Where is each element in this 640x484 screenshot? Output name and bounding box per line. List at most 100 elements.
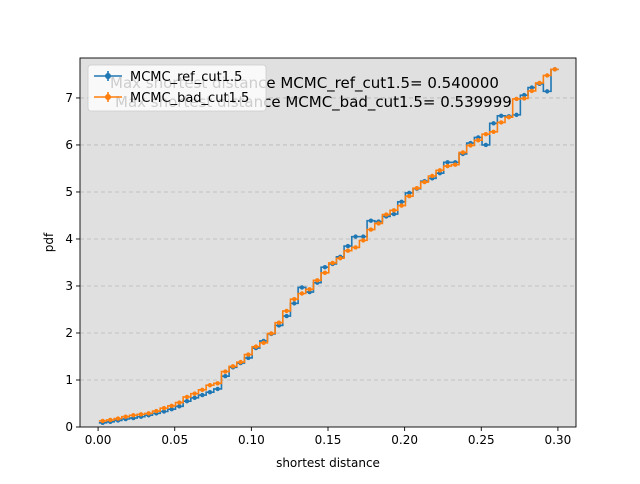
data-point-1-15 [215, 381, 220, 386]
data-point-0-45 [445, 160, 450, 165]
data-point-0-16 [223, 374, 228, 379]
y-tick-label: 7 [65, 91, 73, 105]
data-point-1-22 [269, 331, 274, 336]
plot-area [80, 58, 576, 427]
data-point-1-39 [399, 203, 404, 208]
y-axis-label: pdf [42, 232, 56, 252]
x-tick-label: 0.15 [315, 433, 342, 447]
x-tick-label: 0.30 [545, 433, 572, 447]
axes-layer: 0.00 0.05 0.10 0.15 0.20 0.25 0.30 0 1 2 3 4 5 6 7 shor… [42, 57, 577, 470]
x-tick-label: 0.05 [161, 433, 188, 447]
data-point-0-38 [391, 211, 397, 217]
legend-marker-0 [105, 73, 111, 79]
data-point-1-18 [238, 359, 243, 365]
y-tick-label: 2 [65, 326, 73, 340]
data-point-1-37 [384, 212, 389, 217]
data-point-1-46 [453, 162, 458, 167]
data-point-1-12 [192, 391, 197, 396]
data-point-1-7 [154, 408, 159, 414]
legend-marker-1 [105, 94, 111, 100]
data-point-0-56 [529, 85, 535, 90]
data-point-0-34 [361, 234, 366, 239]
data-point-1-49 [476, 138, 481, 143]
data-point-0-13 [200, 392, 205, 398]
y-tick-label: 0 [65, 420, 73, 434]
data-point-1-34 [361, 238, 366, 243]
data-point-0-51 [491, 121, 496, 126]
data-point-0-39 [399, 199, 404, 205]
y-tick-label: 4 [65, 232, 73, 246]
data-point-1-50 [483, 131, 489, 137]
data-point-0-12 [192, 395, 197, 401]
data-point-1-5 [138, 412, 144, 417]
data-point-1-0 [100, 418, 105, 424]
data-point-1-11 [184, 394, 190, 400]
grid-layer [80, 97, 576, 381]
data-point-0-54 [514, 112, 519, 118]
data-point-1-29 [322, 270, 328, 276]
data-point-1-3 [123, 414, 128, 419]
y-tick-label: 3 [65, 279, 73, 293]
data-point-1-26 [299, 291, 305, 296]
data-point-1-23 [276, 320, 282, 325]
data-point-0-8 [161, 409, 167, 414]
data-point-1-59 [552, 67, 558, 72]
x-tick-label: 0.10 [238, 433, 265, 447]
data-point-0-40 [407, 190, 412, 196]
data-point-0-52 [499, 113, 504, 119]
data-point-1-32 [345, 248, 351, 253]
x-tick-label: 0.25 [468, 433, 495, 447]
data-point-1-35 [368, 227, 374, 232]
data-point-0-32 [345, 243, 351, 249]
legend-label: MCMC_ref_cut1.5 [130, 70, 242, 85]
data-point-1-20 [253, 344, 259, 349]
data-point-0-50 [483, 142, 489, 148]
data-point-0-24 [284, 313, 289, 319]
data-point-1-45 [445, 163, 450, 169]
data-point-0-26 [299, 285, 305, 290]
data-point-1-19 [246, 352, 251, 357]
data-point-1-16 [223, 369, 228, 374]
data-point-0-15 [215, 386, 220, 392]
data-point-1-31 [338, 256, 343, 261]
data-point-1-28 [315, 278, 320, 283]
series-layer [98, 67, 559, 425]
data-point-1-10 [177, 400, 182, 405]
series-line-1 [98, 68, 559, 422]
data-point-1-4 [131, 413, 136, 418]
legend-layer: MCMC_ref_cut1.5 MCMC_bad_cut1.5 [87, 64, 267, 112]
data-point-1-57 [537, 80, 542, 86]
data-point-0-11 [184, 398, 190, 404]
data-point-1-27 [307, 287, 312, 292]
data-point-0-58 [544, 89, 550, 94]
data-point-0-55 [521, 92, 527, 98]
data-point-1-1 [108, 417, 113, 423]
data-point-0-25 [292, 301, 297, 306]
data-point-0-9 [169, 406, 174, 412]
data-point-1-42 [422, 179, 427, 185]
data-point-1-54 [514, 96, 519, 102]
data-point-1-47 [460, 150, 466, 155]
data-point-1-52 [499, 120, 504, 125]
y-tick-label: 5 [65, 185, 73, 199]
data-point-1-13 [200, 387, 205, 393]
data-point-1-36 [376, 221, 381, 226]
data-point-1-38 [391, 208, 397, 213]
x-axis-label: shortest distance [276, 456, 380, 470]
data-point-1-44 [437, 168, 443, 173]
data-point-1-56 [529, 88, 535, 94]
data-point-1-6 [146, 411, 151, 416]
data-point-1-41 [414, 186, 420, 191]
legend-label: MCMC_bad_cut1.5 [130, 91, 249, 106]
data-point-0-10 [177, 404, 182, 409]
data-point-1-17 [230, 364, 236, 369]
data-point-0-19 [246, 355, 251, 361]
data-point-1-33 [353, 245, 358, 250]
data-point-1-9 [169, 403, 174, 409]
data-point-1-58 [544, 73, 550, 78]
data-point-1-43 [430, 173, 435, 179]
data-point-1-40 [407, 193, 412, 199]
data-point-1-24 [284, 308, 289, 314]
